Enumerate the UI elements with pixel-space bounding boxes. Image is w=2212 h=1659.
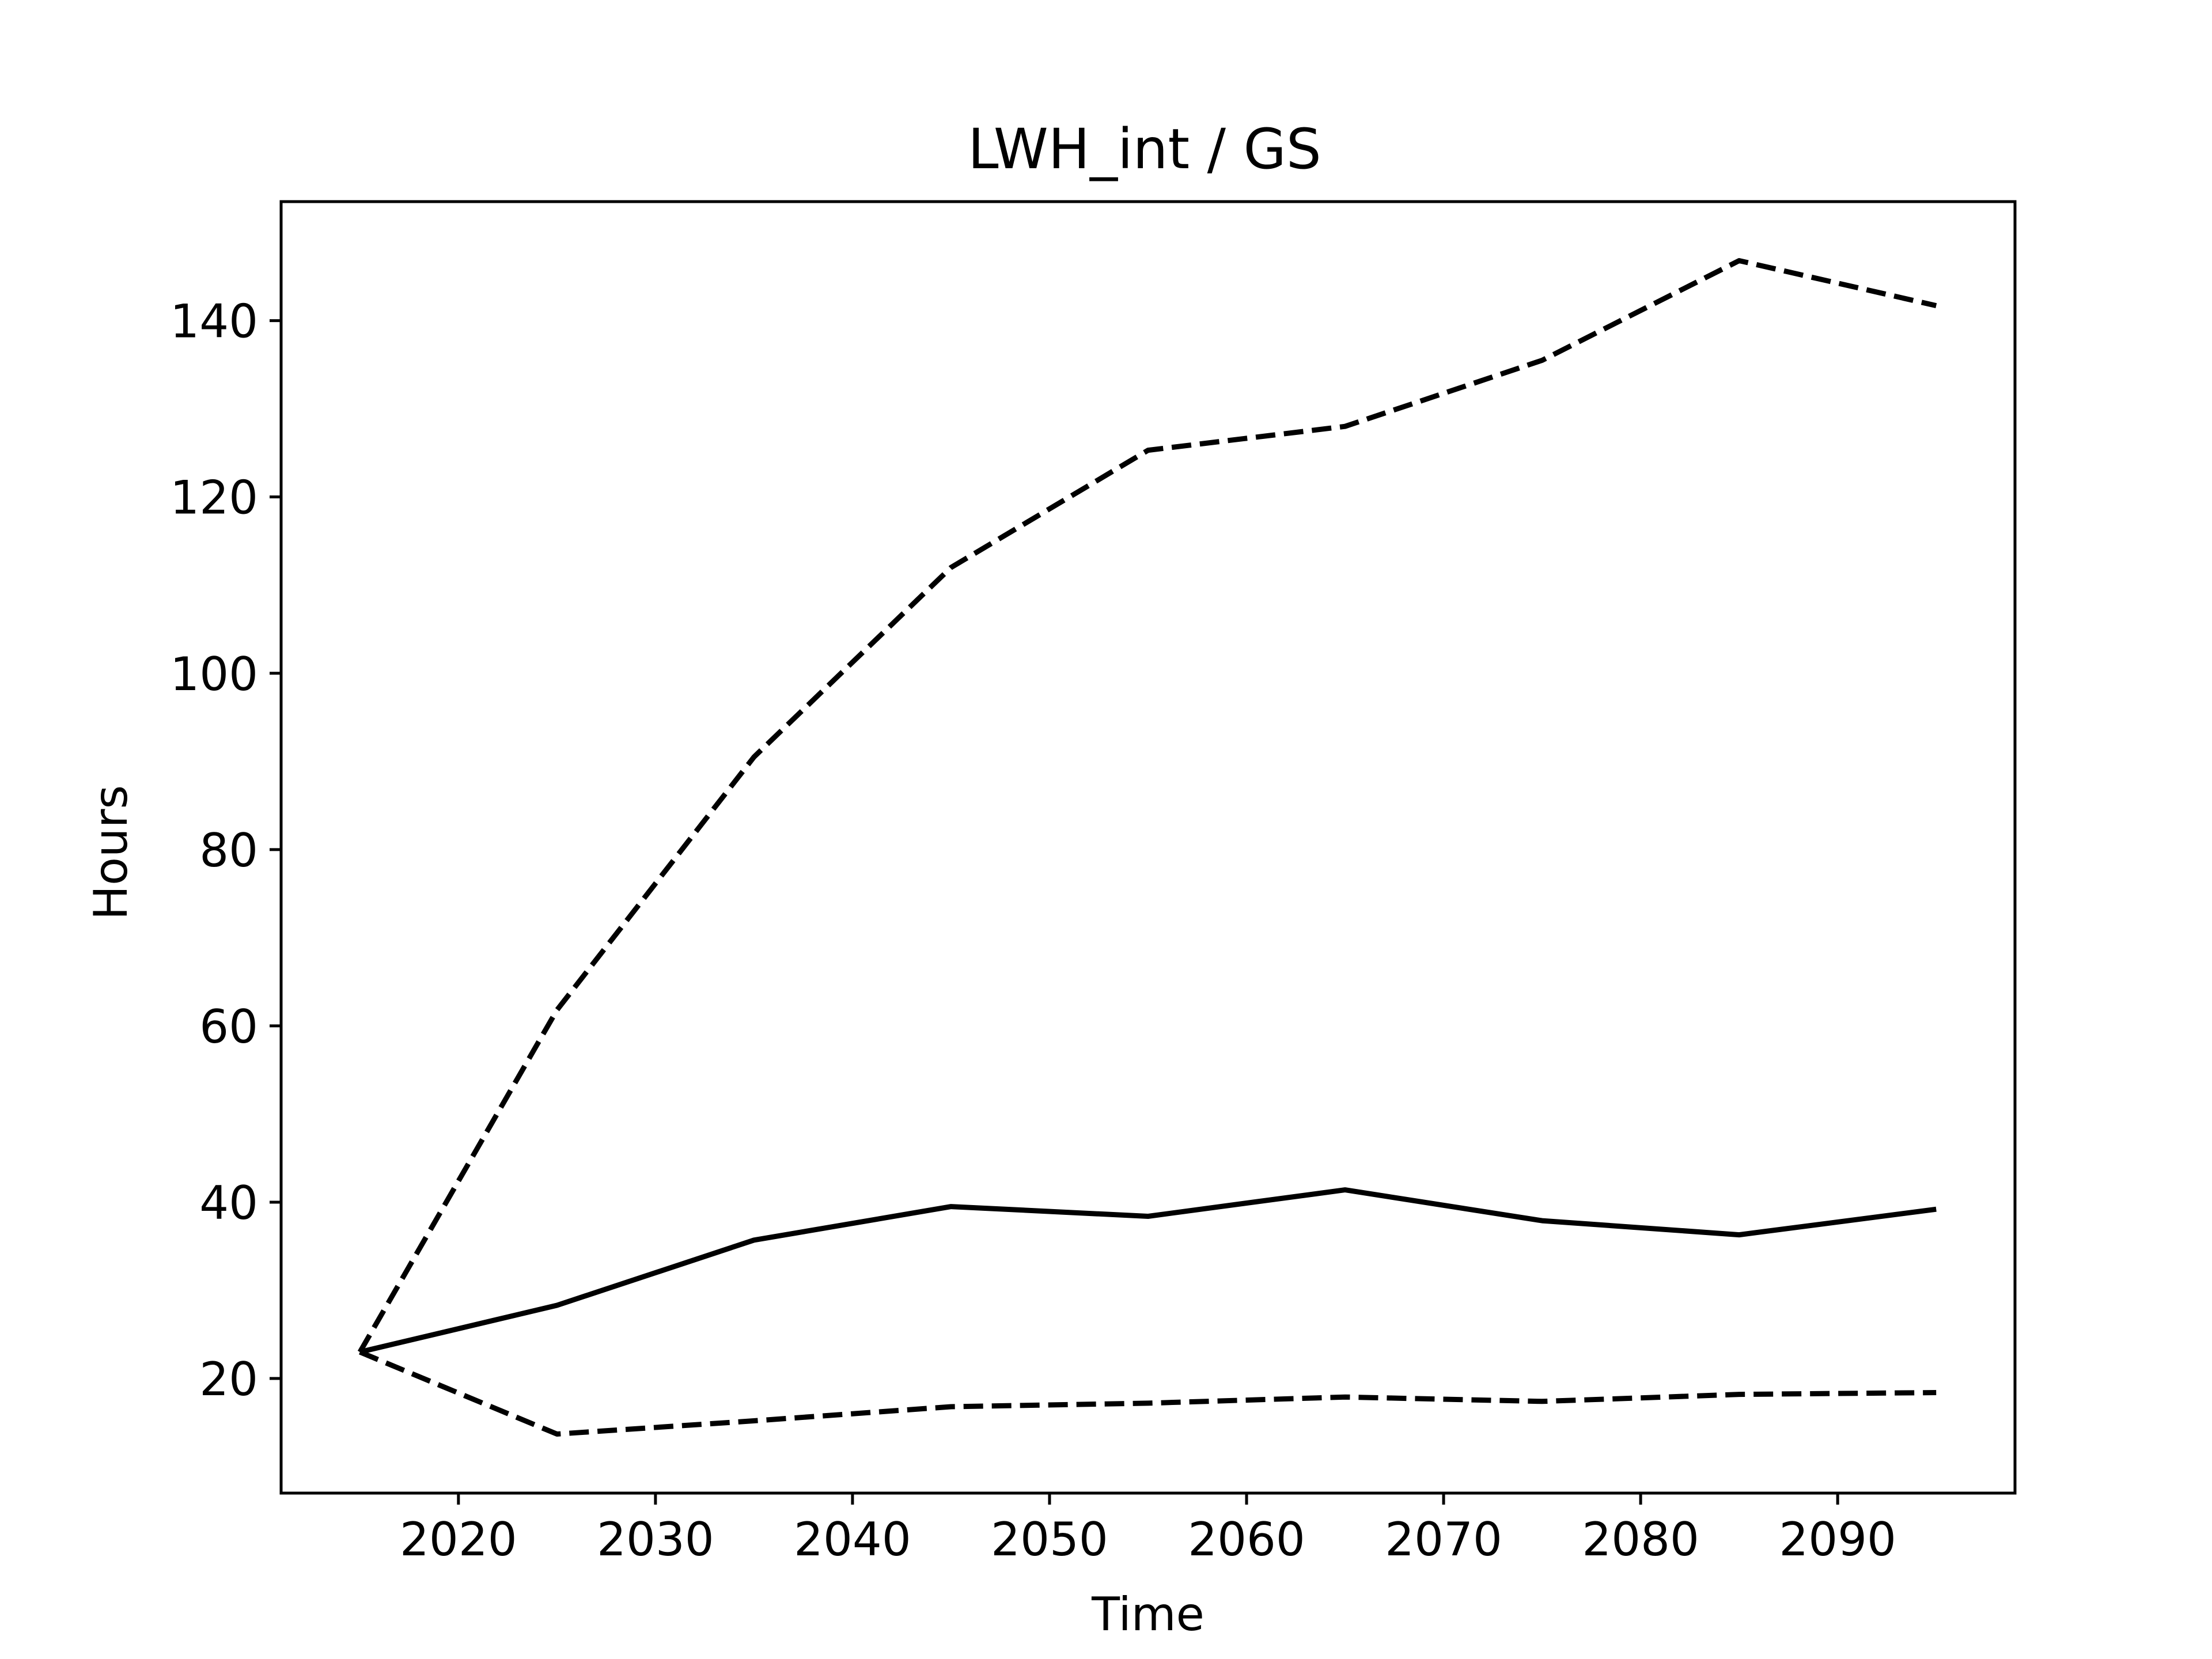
y-tick-label: 60: [199, 1000, 258, 1054]
y-tick-label: 100: [170, 647, 258, 701]
x-axis-label: Time: [1091, 1588, 1205, 1641]
x-tick-label: 2060: [1188, 1513, 1305, 1566]
y-axis: 20 40 60 80 100 120 140: [170, 295, 281, 1406]
chart-title: LWH_int / GS: [968, 117, 1321, 181]
y-tick-label: 20: [199, 1353, 258, 1406]
series-layer: [357, 258, 1937, 1437]
x-tick-label: 2050: [991, 1513, 1108, 1566]
x-tick-label: 2040: [794, 1513, 911, 1566]
x-tick-label: 2020: [400, 1513, 517, 1566]
x-tick-label: 2070: [1385, 1513, 1502, 1566]
x-tick-label: 2090: [1779, 1513, 1896, 1566]
y-tick-label: 120: [170, 471, 258, 525]
series-line-1-solid: [359, 1187, 1937, 1355]
series-line-2-dashed: [357, 258, 1937, 1354]
y-tick-label: 80: [199, 824, 258, 877]
y-tick-label: 140: [170, 295, 258, 349]
x-tick-label: 2080: [1582, 1513, 1699, 1566]
y-axis-label: Hours: [84, 785, 138, 920]
x-axis: 2020 2030 2040 2050 2060 2070 2080 2090: [400, 1493, 1896, 1566]
plot-area-frame: [279, 200, 2017, 1495]
series-line-3-dashed: [359, 1349, 1937, 1437]
x-tick-label: 2030: [597, 1513, 714, 1566]
y-tick-label: 40: [199, 1176, 258, 1230]
